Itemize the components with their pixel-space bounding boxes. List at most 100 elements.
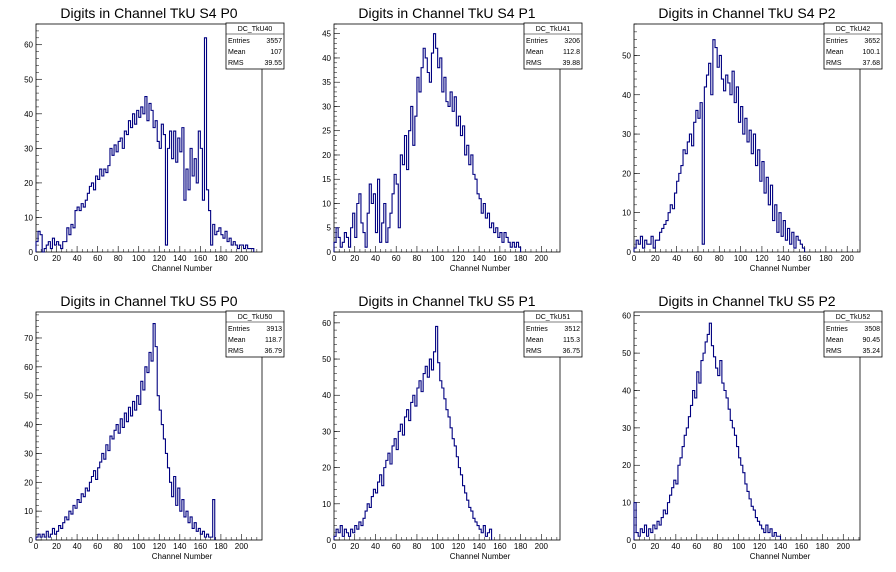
x-tick-label: 0 — [632, 542, 637, 551]
histogram-panel-5: Digits in Channel TkU S5 P10 20 40 60 80 100 1… — [322, 293, 583, 561]
x-axis-title: Channel Number — [750, 264, 811, 273]
plot-frame — [333, 311, 561, 541]
y-tick-label: 40 — [24, 110, 33, 119]
x-tick-label: 40 — [672, 254, 681, 263]
stats-box-frame — [823, 22, 883, 70]
x-tick-label: 180 — [214, 542, 228, 551]
stats-label-entries: Entries — [526, 38, 548, 45]
stats-label-mean: Mean — [826, 49, 844, 56]
y-tick-label: 50 — [24, 75, 33, 84]
x-tick-label: 60 — [93, 254, 102, 263]
x-tick-label: 80 — [114, 542, 123, 551]
y-tick-label: 30 — [622, 130, 631, 139]
stats-label-entries: Entries — [228, 38, 250, 45]
stats-box-frame — [523, 310, 583, 358]
y-tick-label: 0 — [627, 248, 632, 257]
stats-name: DC_TkU52 — [836, 314, 871, 321]
stats-box-frame — [523, 22, 583, 70]
stats-label-entries: Entries — [826, 38, 848, 45]
y-tick-label: 25 — [322, 127, 331, 136]
plot-frame — [633, 311, 861, 541]
x-tick-label: 100 — [431, 254, 445, 263]
x-tick-label: 200 — [535, 254, 549, 263]
x-tick-label: 120 — [452, 254, 466, 263]
stats-value-mean: 112.8 — [563, 49, 580, 56]
y-tick-label: 30 — [24, 449, 33, 458]
x-axis-title: Channel Number — [450, 552, 511, 561]
y-tick-label: 35 — [322, 78, 331, 87]
panel-title: Digits in Channel TkU S5 P0 — [60, 293, 237, 309]
stats-label-mean: Mean — [228, 49, 246, 56]
x-tick-label: 180 — [819, 254, 833, 263]
x-tick-label: 160 — [194, 542, 208, 551]
histogram-series — [333, 33, 522, 252]
y-tick-label: 70 — [24, 334, 33, 343]
x-tick-label: 40 — [671, 542, 680, 551]
stats-box-frame — [225, 310, 285, 358]
x-tick-label: 60 — [392, 542, 401, 551]
y-tick-label: 10 — [622, 499, 631, 508]
x-tick-label: 100 — [132, 254, 146, 263]
x-tick-label: 140 — [472, 254, 486, 263]
panel-title: Digits in Channel TkU S5 P1 — [358, 293, 535, 309]
y-tick-label: 50 — [24, 392, 33, 401]
y-tick-label: 0 — [29, 248, 34, 257]
x-tick-label: 20 — [350, 542, 359, 551]
y-tick-label: 20 — [622, 169, 631, 178]
histogram-panel-4: Digits in Channel TkU S5 P00 20 40 60 80 100 1… — [24, 293, 285, 561]
x-tick-label: 0 — [34, 542, 39, 551]
x-tick-label: 20 — [52, 254, 61, 263]
stats-name: DC_TkU42 — [836, 26, 871, 33]
x-tick-label: 120 — [153, 542, 167, 551]
stats-value-entries: 3913 — [266, 326, 282, 333]
y-tick-label: 10 — [322, 199, 331, 208]
x-tick-label: 80 — [114, 254, 123, 263]
y-tick-label: 40 — [622, 91, 631, 100]
y-tick-label: 50 — [322, 355, 331, 364]
stats-value-mean: 115.3 — [563, 337, 580, 344]
y-tick-label: 40 — [322, 54, 331, 63]
stats-label-entries: Entries — [228, 326, 250, 333]
stats-value-mean: 107 — [270, 49, 282, 56]
y-tick-label: 60 — [322, 319, 331, 328]
x-tick-label: 80 — [412, 542, 421, 551]
y-tick-label: 10 — [322, 500, 331, 509]
x-tick-label: 40 — [371, 254, 380, 263]
x-tick-label: 160 — [493, 254, 507, 263]
panel-title: Digits in Channel TkU S5 P2 — [658, 293, 835, 309]
x-tick-label: 160 — [795, 542, 809, 551]
x-tick-label: 80 — [713, 542, 722, 551]
x-tick-label: 200 — [235, 542, 249, 551]
y-tick-label: 30 — [322, 427, 331, 436]
stats-value-entries: 3557 — [266, 38, 282, 45]
y-tick-label: 60 — [24, 41, 33, 50]
y-tick-label: 20 — [322, 464, 331, 473]
y-tick-label: 0 — [29, 536, 34, 545]
y-tick-label: 40 — [322, 391, 331, 400]
x-tick-label: 140 — [774, 542, 788, 551]
y-tick-label: 20 — [622, 461, 631, 470]
stats-value-rms: 37.68 — [862, 60, 880, 67]
stats-value-mean: 100.1 — [862, 49, 880, 56]
y-tick-label: 30 — [24, 144, 33, 153]
x-tick-label: 200 — [837, 542, 851, 551]
stats-box-frame — [823, 310, 883, 358]
x-tick-label: 200 — [535, 542, 549, 551]
stats-value-entries: 3508 — [864, 326, 880, 333]
x-tick-label: 160 — [798, 254, 812, 263]
stats-box: DC_TkU52 Entries 3508 Mean 90.45 RMS 35.24 — [823, 310, 883, 358]
x-tick-label: 40 — [73, 542, 82, 551]
x-tick-label: 0 — [34, 254, 39, 263]
stats-box-frame — [225, 22, 285, 70]
stats-box: DC_TkU51 Entries 3512 Mean 115.3 RMS 36.75 — [523, 310, 583, 358]
x-tick-label: 0 — [332, 254, 337, 263]
stats-name: DC_TkU51 — [536, 314, 571, 321]
x-tick-label: 0 — [332, 542, 337, 551]
y-tick-label: 20 — [24, 478, 33, 487]
y-tick-label: 60 — [622, 312, 631, 321]
y-tick-label: 30 — [622, 424, 631, 433]
x-tick-label: 20 — [52, 542, 61, 551]
stats-value-rms: 39.88 — [562, 60, 580, 67]
stats-label-mean: Mean — [526, 49, 544, 56]
stats-name: DC_TkU50 — [238, 314, 273, 321]
